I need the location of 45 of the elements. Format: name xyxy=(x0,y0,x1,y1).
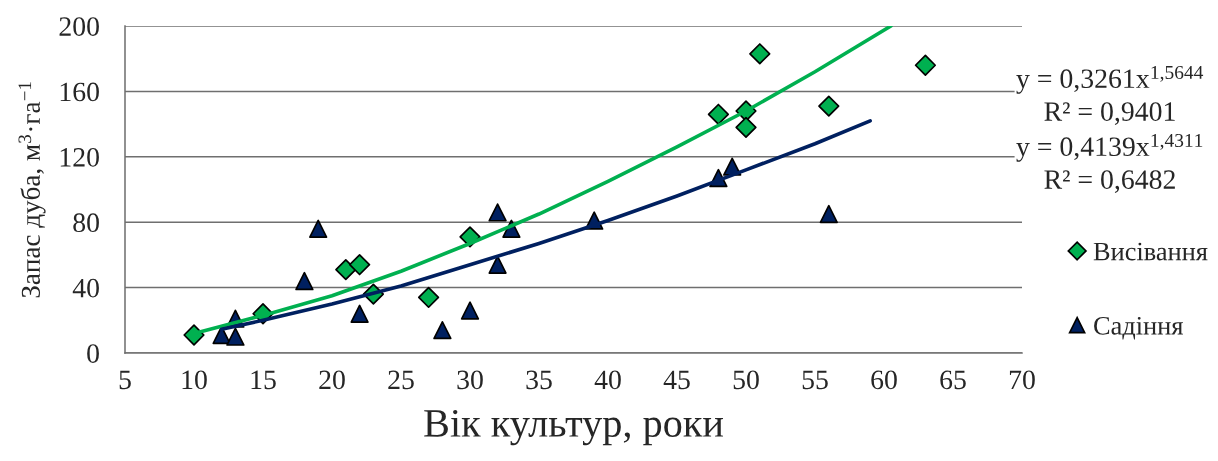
point xyxy=(350,304,369,323)
point xyxy=(335,258,357,281)
point xyxy=(295,271,314,291)
point xyxy=(460,301,480,320)
x-tick-label: 45 xyxy=(663,370,690,390)
y-tick-label: 0 xyxy=(87,344,99,363)
point xyxy=(226,327,245,346)
y-tick-label: 200 xyxy=(59,17,99,36)
x-tick-label: 50 xyxy=(733,370,759,390)
point xyxy=(914,54,937,76)
x-tick-label: 35 xyxy=(526,370,552,390)
annotation: y = 0,4139x$^{1,4311}$ xyxy=(1016,133,1203,162)
point xyxy=(819,204,838,224)
point xyxy=(707,103,730,125)
x-axis-title: Вік культур, роки xyxy=(424,409,724,446)
legend-label: Висівання xyxy=(1093,242,1208,261)
legend-label: Садіння xyxy=(1094,316,1183,340)
y-axis-title: Запас дуба, м$^{3}$·га$^{−1}$ xyxy=(18,82,46,298)
point xyxy=(348,254,371,276)
y-tick-label: 120 xyxy=(60,147,99,167)
point xyxy=(749,43,771,65)
x-tick-label: 65 xyxy=(940,370,966,390)
x-tick-label: 40 xyxy=(594,370,621,390)
x-tick-label: 20 xyxy=(319,370,345,390)
x-tick-label: 55 xyxy=(802,370,828,390)
x-tick-label: 25 xyxy=(388,370,414,390)
x-tick-label: 10 xyxy=(182,370,207,390)
x-tick-label: 30 xyxy=(457,370,483,390)
point xyxy=(433,320,452,340)
y-tick-label: 80 xyxy=(73,213,99,233)
point xyxy=(488,255,507,274)
y-tick-label: 40 xyxy=(72,278,99,298)
annotation: y = 0,3261x$^{1,5644}$ xyxy=(1016,65,1204,94)
x-tick-label: 5 xyxy=(119,370,131,390)
point xyxy=(417,286,440,309)
point xyxy=(488,203,507,222)
x-tick-label: 60 xyxy=(871,370,897,390)
x-tick-label: 15 xyxy=(251,370,276,390)
text: R² = 0,6482 xyxy=(1044,170,1175,193)
point xyxy=(309,219,328,238)
x-tick-label: 70 xyxy=(1009,370,1035,390)
y-tick-label: 160 xyxy=(60,82,99,102)
point xyxy=(818,95,840,117)
text: R² = 0,9401 xyxy=(1044,102,1175,125)
point xyxy=(735,116,757,139)
